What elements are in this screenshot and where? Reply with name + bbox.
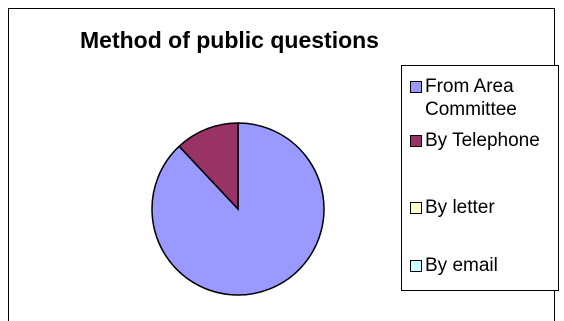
pie-slice-by-telephone: [178, 122, 239, 211]
legend-label-by-email: By email: [425, 255, 498, 276]
legend-label-by-telephone: By Telephone: [425, 130, 540, 151]
legend-swatch-from-area-committee: [410, 81, 422, 93]
legend-label-from-area-committee: From Area Committee: [425, 76, 517, 120]
legend-swatch-by-letter: [410, 202, 422, 214]
legend: From Area Committee By Telephone By lett…: [401, 65, 559, 291]
legend-swatch-by-email: [410, 260, 422, 272]
pie-slices: [151, 122, 325, 296]
legend-label-by-letter: By letter: [425, 197, 495, 218]
chart-title: Method of public questions: [80, 27, 379, 53]
legend-swatch-by-telephone: [410, 135, 422, 147]
